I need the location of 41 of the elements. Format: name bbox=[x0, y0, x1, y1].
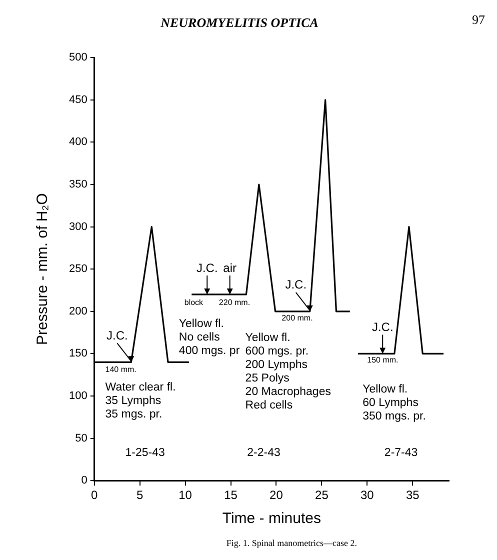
y-tick-label: 0 bbox=[81, 474, 88, 487]
y-tick-label: 200 bbox=[68, 305, 88, 318]
y-tick-label: 400 bbox=[68, 136, 88, 148]
annotation: 140 mm. bbox=[105, 364, 136, 374]
annotation: block bbox=[184, 298, 204, 308]
annotation: Yellow fl. 600 mgs. pr. 200 Lymphs 25 Polys 20 Macrophages Red cells bbox=[245, 332, 332, 412]
annotation: 1-25-43 bbox=[125, 446, 165, 459]
y-tick-label: 50 bbox=[75, 432, 88, 444]
y-tick-label: 500 bbox=[68, 52, 88, 64]
annotation: J.C. bbox=[285, 278, 307, 292]
annotation: Yellow fl. No cells 400 mgs. pr bbox=[178, 318, 240, 358]
annotation: 200 mm. bbox=[282, 313, 313, 322]
y-tick-label: 150 bbox=[68, 348, 88, 360]
x-tick-label: 25 bbox=[315, 488, 329, 502]
annotation: J.C. bbox=[372, 320, 394, 334]
x-tick-label: 30 bbox=[360, 488, 374, 502]
x-tick-label: 35 bbox=[406, 488, 420, 502]
chart-title: NEUROMYELITIS OPTICA bbox=[160, 15, 319, 30]
annotation: J.C. bbox=[106, 328, 128, 342]
caption: Fig. 1. Spinal manometrics—case 2. bbox=[226, 538, 358, 548]
annotation: Yellow fl. 60 Lymphs 350 mgs. pr. bbox=[362, 383, 426, 422]
annotation: 150 mm. bbox=[367, 356, 398, 365]
annotation: air bbox=[223, 260, 237, 275]
annotation: 2-2-43 bbox=[247, 446, 280, 459]
y-tick-label: 350 bbox=[68, 178, 88, 191]
annotation: Water clear fl. 35 Lymphs 35 mgs. pr. bbox=[105, 382, 176, 421]
y-axis-title: Pressure - mm. of H₂O bbox=[34, 193, 52, 345]
y-tick-label: 250 bbox=[68, 263, 88, 276]
x-tick-label: 5 bbox=[136, 488, 144, 502]
y-tick-label: 100 bbox=[68, 390, 88, 402]
annotation: J.C. bbox=[196, 260, 218, 275]
x-tick-label: 10 bbox=[178, 488, 192, 502]
annotation: 2-7-43 bbox=[384, 446, 418, 459]
y-tick-label: 450 bbox=[68, 94, 88, 106]
x-tick-label: 15 bbox=[224, 488, 238, 502]
annotation: 220 mm. bbox=[218, 298, 250, 308]
y-tick-label: 300 bbox=[68, 220, 88, 233]
x-axis-title: Time - minutes bbox=[222, 510, 321, 528]
x-tick-label: 0 bbox=[91, 488, 98, 502]
x-tick-label: 20 bbox=[270, 488, 284, 502]
text: 97 bbox=[472, 12, 486, 27]
